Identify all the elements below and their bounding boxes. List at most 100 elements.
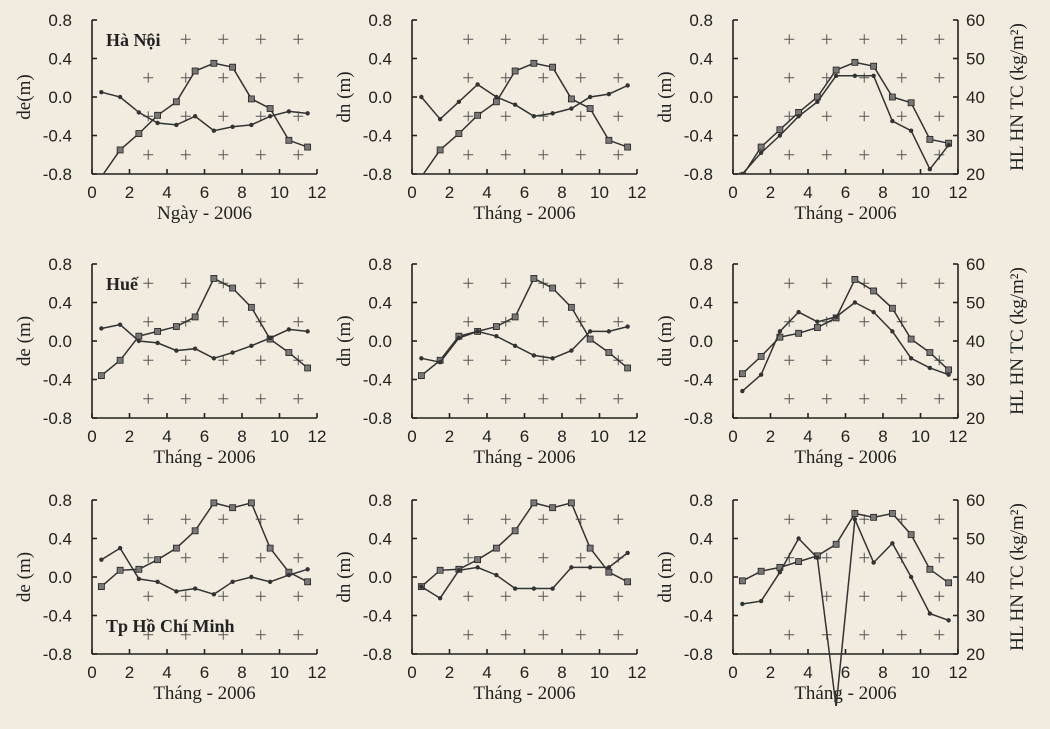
y2-tick-label: 30 bbox=[966, 607, 985, 626]
y-tick-label: 0.8 bbox=[368, 491, 392, 510]
series-square bbox=[738, 58, 953, 174]
data-point-dot bbox=[456, 568, 462, 573]
data-point-square bbox=[511, 313, 519, 321]
data-point-dot bbox=[211, 128, 217, 133]
data-point-square bbox=[417, 372, 425, 380]
y-tick-label: -0.8 bbox=[363, 409, 392, 428]
x-tick-label: 2 bbox=[445, 427, 454, 446]
data-point-dot bbox=[815, 555, 820, 560]
data-point-square bbox=[474, 556, 482, 564]
y-tick-label: 0.4 bbox=[368, 50, 392, 69]
data-point-square bbox=[567, 303, 575, 311]
x-tick-label: 0 bbox=[407, 427, 416, 446]
data-point-dot bbox=[99, 89, 104, 95]
data-point-dot bbox=[155, 340, 160, 346]
x-tick-label: 8 bbox=[878, 427, 887, 446]
data-point-square bbox=[455, 130, 463, 137]
x-tick-label: 12 bbox=[949, 663, 968, 682]
x-axis-title: Tháng - 2006 bbox=[473, 203, 575, 224]
x-tick-label: 4 bbox=[162, 427, 171, 446]
y-tick-label: 0.4 bbox=[48, 294, 72, 313]
x-tick-label: 10 bbox=[911, 663, 930, 682]
data-point-square bbox=[926, 565, 934, 573]
y2-axis-title: HL HN TC (kg/m²) bbox=[1007, 23, 1028, 171]
x-tick-label: 6 bbox=[200, 183, 209, 202]
series-square bbox=[102, 59, 312, 174]
series-square bbox=[97, 275, 312, 380]
chart-panel-1-1: 0 2 4 6 8 10 12 0.8 0.4 0.0 -0.4 -0.8 Tháng - 2006 dn… bbox=[334, 255, 646, 468]
series-dot bbox=[99, 322, 310, 361]
data-point-dot bbox=[475, 82, 480, 87]
data-point-dot bbox=[136, 338, 142, 344]
data-point-square bbox=[116, 356, 124, 364]
data-point-dot bbox=[267, 114, 273, 119]
x-tick-label: 0 bbox=[87, 183, 96, 202]
x-tick-label: 10 bbox=[270, 183, 289, 202]
data-point-dot bbox=[437, 595, 443, 601]
data-point-square bbox=[586, 544, 594, 552]
y2-tick-label: 40 bbox=[966, 88, 985, 107]
data-point-square bbox=[888, 93, 896, 101]
y-tick-label: 0.8 bbox=[48, 491, 72, 510]
data-point-square bbox=[851, 58, 859, 66]
data-point-dot bbox=[99, 326, 104, 331]
x-axis-title: Tháng - 2006 bbox=[473, 447, 575, 468]
y-tick-label: -0.4 bbox=[684, 127, 713, 146]
data-point-dot bbox=[758, 150, 764, 156]
data-point-dot bbox=[871, 73, 876, 79]
y2-tick-label: 40 bbox=[966, 568, 985, 587]
data-point-dot bbox=[871, 560, 876, 565]
data-point-dot bbox=[871, 309, 876, 315]
y-tick-label: 0.4 bbox=[689, 294, 713, 313]
series-line bbox=[741, 278, 950, 375]
data-point-dot bbox=[946, 142, 951, 148]
x-tick-label: 0 bbox=[87, 427, 96, 446]
y-tick-label: -0.4 bbox=[43, 607, 72, 626]
x-tick-label: 10 bbox=[911, 183, 930, 202]
data-point-square bbox=[285, 349, 293, 356]
series-square bbox=[417, 499, 632, 591]
data-point-square bbox=[530, 499, 538, 507]
data-point-dot bbox=[550, 111, 555, 116]
data-point-square bbox=[549, 63, 557, 71]
data-point-square bbox=[851, 275, 859, 283]
y-tick-label: -0.4 bbox=[43, 371, 72, 390]
y-tick-label: 0.4 bbox=[48, 530, 72, 549]
x-tick-label: 8 bbox=[237, 427, 246, 446]
series-dot bbox=[419, 82, 630, 122]
data-point-square bbox=[97, 583, 105, 591]
data-point-dot bbox=[192, 586, 198, 591]
data-point-dot bbox=[833, 314, 839, 320]
data-point-square bbox=[530, 59, 538, 67]
y-axis-title: de (m) bbox=[14, 552, 35, 602]
x-tick-label: 10 bbox=[590, 663, 609, 682]
series-square bbox=[417, 275, 632, 380]
data-point-dot bbox=[230, 350, 235, 355]
series-line bbox=[422, 62, 628, 174]
data-point-dot bbox=[249, 122, 254, 128]
data-point-dot bbox=[494, 333, 499, 339]
y2-tick-label: 30 bbox=[966, 127, 985, 146]
data-point-dot bbox=[852, 73, 858, 79]
x-tick-label: 2 bbox=[125, 663, 134, 682]
x-tick-label: 8 bbox=[878, 663, 887, 682]
y2-tick-label: 60 bbox=[966, 491, 985, 510]
series-line bbox=[420, 502, 628, 588]
y2-axis-title: HL HN TC (kg/m²) bbox=[1007, 503, 1028, 651]
data-point-dot bbox=[740, 601, 745, 607]
y-tick-label: 0.8 bbox=[48, 11, 72, 30]
x-tick-label: 12 bbox=[628, 427, 647, 446]
data-point-dot bbox=[927, 166, 933, 172]
y-tick-label: -0.8 bbox=[43, 409, 72, 428]
data-point-dot bbox=[606, 329, 612, 334]
y-tick-label: 0.8 bbox=[48, 255, 72, 274]
y-axis-title: du (m) bbox=[655, 71, 676, 122]
data-point-square bbox=[605, 568, 613, 576]
x-tick-label: 8 bbox=[557, 183, 566, 202]
data-point-square bbox=[549, 504, 557, 512]
data-point-square bbox=[492, 323, 500, 330]
series-line bbox=[421, 325, 628, 364]
data-point-dot bbox=[494, 572, 499, 578]
x-tick-label: 6 bbox=[520, 663, 529, 682]
x-tick-label: 6 bbox=[200, 663, 209, 682]
